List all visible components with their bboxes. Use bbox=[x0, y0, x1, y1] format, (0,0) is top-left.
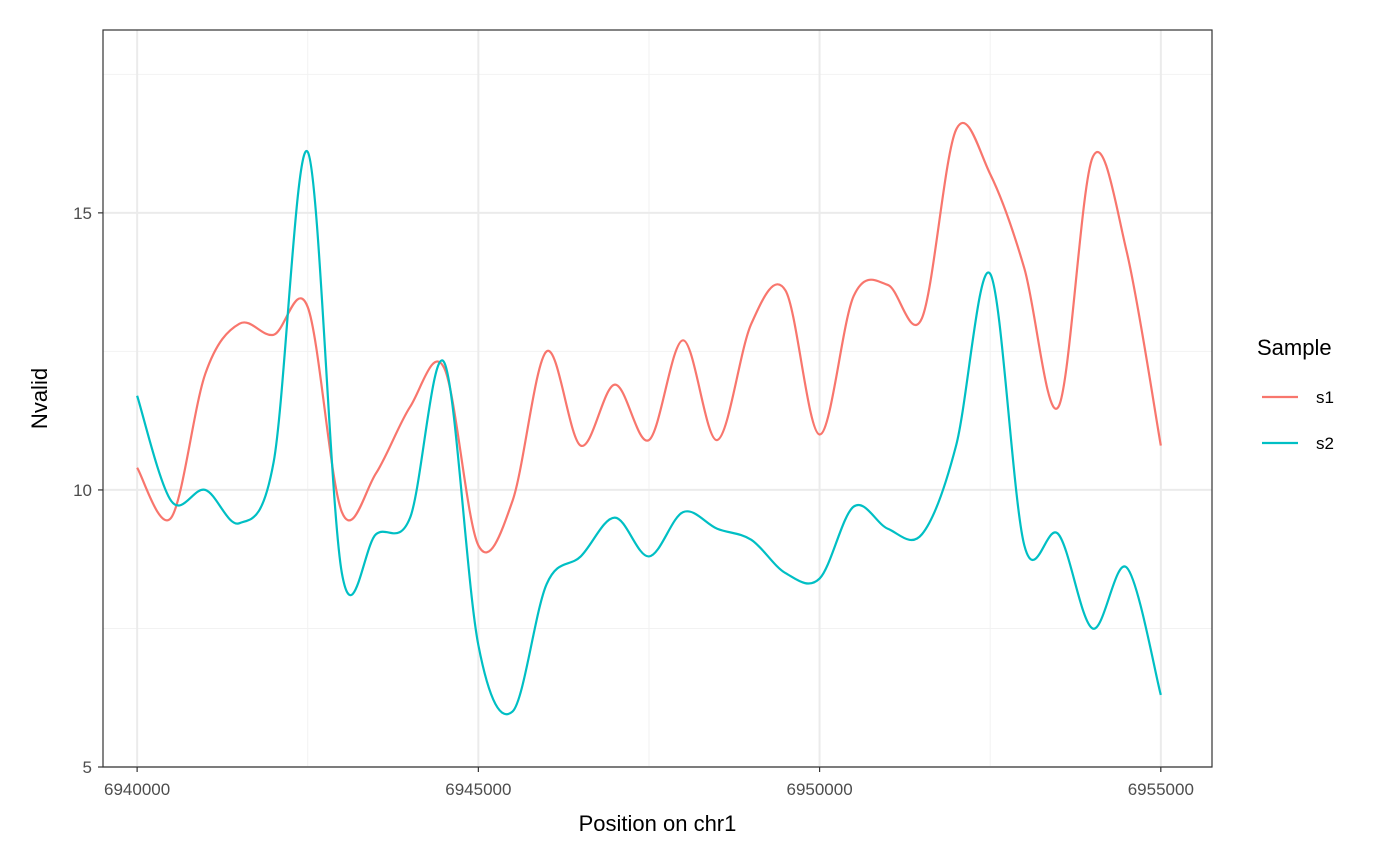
legend-label-s2: s2 bbox=[1316, 434, 1334, 453]
legend: Sample s1 s2 bbox=[1257, 335, 1334, 453]
series-line-s1 bbox=[136, 121, 1162, 554]
x-axis-title: Position on chr1 bbox=[579, 811, 737, 836]
x-tick-label: 6940000 bbox=[104, 780, 170, 799]
legend-label-s1: s1 bbox=[1316, 388, 1334, 407]
series-layer bbox=[136, 121, 1162, 716]
x-tick-label: 6950000 bbox=[786, 780, 852, 799]
x-tick-label: 6945000 bbox=[445, 780, 511, 799]
y-tick-label: 5 bbox=[83, 758, 92, 777]
y-tick-label: 10 bbox=[73, 481, 92, 500]
x-tick-label: 6955000 bbox=[1128, 780, 1194, 799]
panel-border bbox=[102, 29, 1213, 768]
y-tick-label: 15 bbox=[73, 204, 92, 223]
series-line-s2 bbox=[136, 150, 1162, 716]
axis-layer: 6940000 6945000 6950000 6955000 5 10 15 bbox=[73, 204, 1194, 799]
y-axis-title: Nvalid bbox=[27, 368, 52, 429]
legend-items: s1 s2 bbox=[1262, 388, 1334, 453]
grid-layer bbox=[103, 30, 1212, 768]
legend-title: Sample bbox=[1257, 335, 1332, 360]
